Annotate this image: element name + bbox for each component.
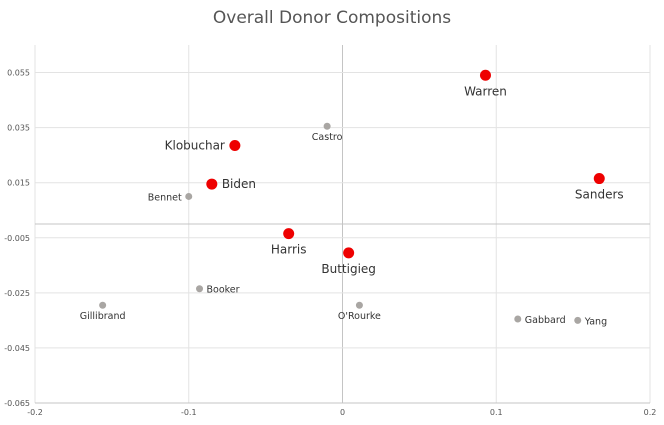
point-biden	[206, 178, 218, 190]
point-label: Yang	[584, 316, 607, 327]
y-tick-label: 0.055	[7, 69, 30, 78]
point-label: Harris	[271, 243, 307, 257]
point-orourke	[355, 301, 363, 309]
x-tick-label: -0.2	[27, 408, 43, 417]
point-label: Bennet	[148, 192, 182, 203]
point-gabbard	[514, 315, 522, 323]
y-tick-label: -0.045	[4, 344, 30, 353]
chart-title: Overall Donor Compositions	[212, 8, 452, 28]
point-label: Gabbard	[525, 315, 566, 326]
point-label: Warren	[464, 84, 507, 98]
x-tick-label: 0	[340, 408, 345, 417]
point-label: Buttigieg	[321, 262, 376, 276]
axis-ticks: -0.2 -0.1 0 0.1 0.2 0.055 0.035 0.015 -0.005 -0.0…	[4, 69, 656, 417]
grid	[34, 45, 651, 404]
point-booker	[196, 285, 204, 293]
point-harris	[283, 228, 295, 240]
point-klobuchar	[229, 140, 241, 152]
point-warren	[479, 69, 491, 81]
x-tick-label: 0.1	[490, 408, 503, 417]
y-tick-label: 0.035	[7, 124, 30, 133]
y-tick-label: -0.005	[4, 234, 30, 243]
point-label: Klobuchar	[165, 139, 225, 153]
point-bennet	[185, 192, 193, 200]
point-gillibrand	[99, 301, 107, 309]
point-sanders	[593, 173, 605, 185]
point-label: Castro	[312, 132, 343, 143]
y-tick-label: -0.025	[4, 289, 30, 298]
x-tick-label: -0.1	[181, 408, 197, 417]
point-buttigieg	[343, 247, 355, 259]
data-points	[99, 69, 605, 324]
point-label: Gillibrand	[80, 311, 126, 322]
data-labels: Warren Sanders Klobuchar Biden Harris Buttigi…	[80, 84, 624, 327]
point-label: O'Rourke	[338, 311, 381, 322]
point-castro	[323, 122, 331, 130]
point-label: Biden	[222, 177, 256, 191]
point-yang	[574, 316, 582, 324]
y-tick-label: -0.065	[4, 399, 30, 408]
point-label: Booker	[207, 285, 240, 296]
y-tick-label: 0.015	[7, 179, 30, 188]
x-tick-label: 0.2	[644, 408, 657, 417]
point-label: Sanders	[575, 188, 624, 202]
